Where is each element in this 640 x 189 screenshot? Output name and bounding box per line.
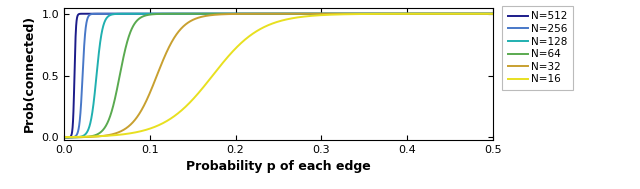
Legend: N=512, N=256, N=128, N=64, N=32, N=16: N=512, N=256, N=128, N=64, N=32, N=16 xyxy=(502,6,573,90)
X-axis label: Probability p of each edge: Probability p of each edge xyxy=(186,160,371,173)
Y-axis label: Prob(connected): Prob(connected) xyxy=(23,15,36,132)
